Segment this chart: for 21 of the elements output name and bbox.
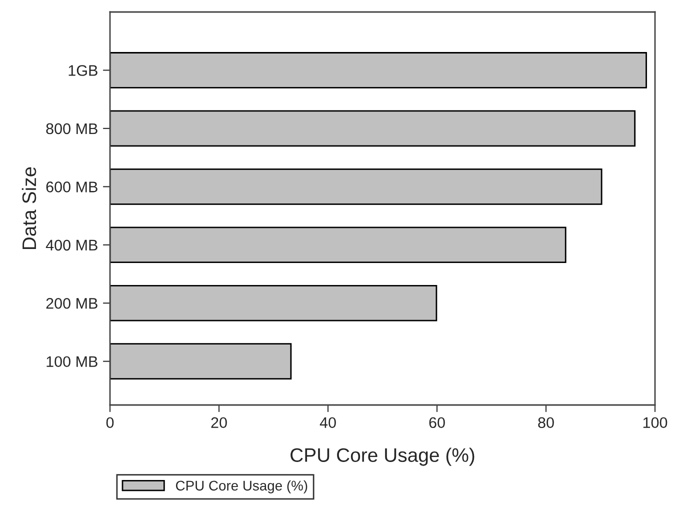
y-tick-label: 600 MB [46,182,98,192]
x-tick-label: 60 [429,417,445,428]
x-tick-label: 20 [211,417,227,428]
bar [110,284,438,322]
y-tick-label: 400 MB [46,240,98,251]
y-tick-label: 1GB [68,65,98,76]
x-tick-label: 40 [320,417,336,428]
bar [110,110,636,147]
legend-label: CPU Core Usage (%) [176,480,308,494]
bar [110,52,647,88]
bar [110,226,566,264]
x-tick-label: 100 [643,417,668,428]
x-tick-label: 0 [106,417,114,428]
y-tick-label: 100 MB [46,356,98,368]
x-tick-label: 80 [538,417,554,428]
y-tick-label: 800 MB [46,123,98,134]
x-axis-title: CPU Core Usage (%) [290,448,474,466]
bar [110,168,602,205]
bar [110,343,292,380]
y-axis-title: Data Size [22,167,36,250]
y-tick-label: 200 MB [46,298,98,309]
